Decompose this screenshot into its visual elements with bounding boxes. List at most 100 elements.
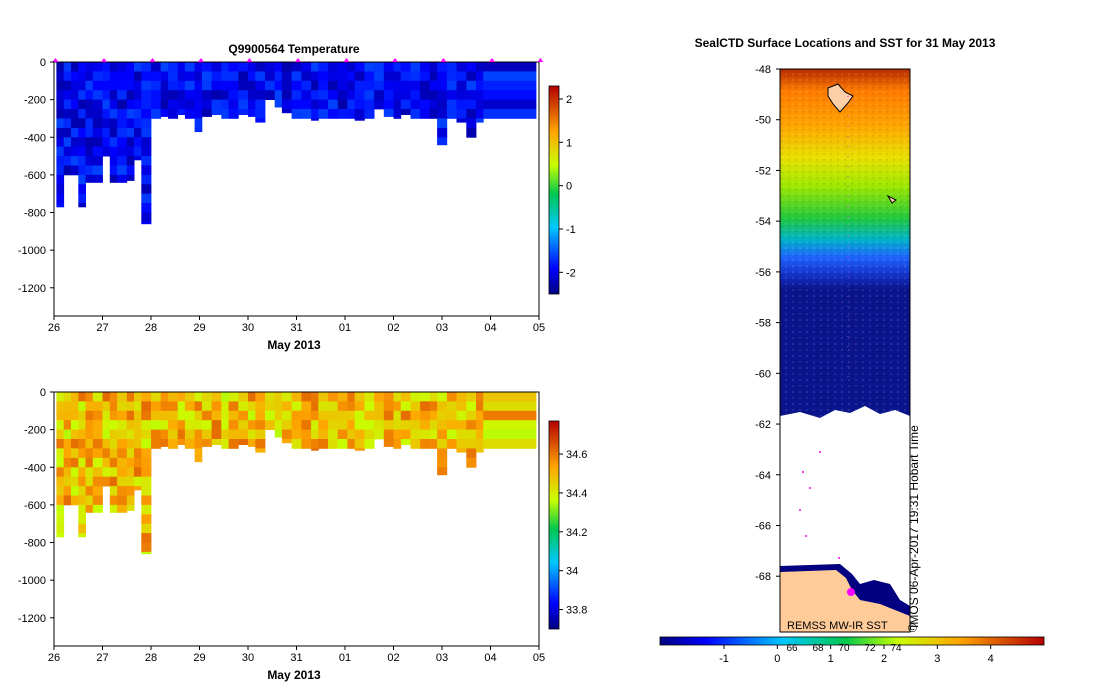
heatmap-cell xyxy=(56,401,65,412)
heatmap-cell xyxy=(194,410,203,421)
heatmap-cell xyxy=(117,99,128,110)
heatmap-cell xyxy=(420,392,431,402)
x-tick-label: 27 xyxy=(96,652,108,664)
heatmap-cell xyxy=(301,410,312,421)
heatmap-cell xyxy=(281,80,292,91)
x-tick-label: 05 xyxy=(533,322,545,334)
heatmap-cell xyxy=(393,429,402,440)
colorbar-tick-label: -2 xyxy=(566,267,576,279)
heatmap-cell xyxy=(255,429,266,440)
heatmap-cell xyxy=(364,392,375,402)
heatmap-cell xyxy=(160,109,169,117)
heatmap-cell xyxy=(383,410,394,421)
heatmap-cell xyxy=(255,99,266,110)
heatmap-cell xyxy=(347,429,356,440)
heatmap-cell xyxy=(85,476,94,487)
heatmap-cell xyxy=(141,156,152,166)
heatmap-cell xyxy=(151,80,162,91)
heatmap-cell xyxy=(446,392,457,402)
heatmap-cell xyxy=(117,486,128,496)
heatmap-cell xyxy=(117,410,128,421)
heatmap-cell xyxy=(71,420,79,430)
heatmap-cell xyxy=(437,118,448,129)
heatmap-cell xyxy=(78,203,86,208)
heatmap-cell xyxy=(109,495,118,506)
heatmap-cell xyxy=(201,99,212,110)
heatmap-cell xyxy=(56,523,65,534)
heatmap-cell xyxy=(117,448,128,459)
heatmap-cell xyxy=(92,165,103,176)
heatmap-cell xyxy=(301,99,312,110)
heatmap-cell xyxy=(437,439,448,449)
heatmap-cell xyxy=(78,80,86,91)
heatmap-cell xyxy=(71,118,79,129)
colorbar-tick-label: 33.8 xyxy=(566,605,587,617)
heatmap-cell xyxy=(429,62,438,72)
heatmap-cell xyxy=(393,410,402,421)
heatmap-cell xyxy=(301,62,312,72)
heatmap-cell xyxy=(78,420,86,430)
heatmap-cell xyxy=(184,392,195,402)
heatmap-cell xyxy=(354,448,365,451)
antarctica-land xyxy=(780,570,910,632)
heatmap-cell xyxy=(281,71,292,82)
heatmap-cell xyxy=(437,448,448,459)
heatmap-cell xyxy=(134,486,142,491)
heatmap-cell xyxy=(109,99,118,110)
heatmap-cell xyxy=(291,62,302,72)
heatmap-cell xyxy=(255,420,266,430)
heatmap-cell xyxy=(420,99,431,110)
heatmap-cell xyxy=(201,401,212,412)
heatmap-cell xyxy=(311,109,319,119)
profile-marker xyxy=(391,58,398,62)
heatmap-cell xyxy=(71,439,79,449)
x-tick-label: 02 xyxy=(387,652,399,664)
heatmap-cell xyxy=(71,476,79,487)
sst-colorbar-tick-label: 2 xyxy=(881,653,887,665)
heatmap-cell xyxy=(109,174,118,183)
sst-colorbar xyxy=(659,636,1045,646)
heatmap-cell xyxy=(92,467,103,478)
heatmap-cell xyxy=(102,420,111,430)
heatmap-cell xyxy=(446,420,457,430)
heatmap-cell xyxy=(437,429,448,440)
heatmap-cell xyxy=(201,109,212,117)
heatmap-cell xyxy=(221,401,229,412)
heatmap-cell xyxy=(141,486,152,496)
heatmap-cell xyxy=(117,118,128,129)
sst-colorbar-secondary-label: 72 xyxy=(864,643,876,654)
heatmap-cell xyxy=(177,71,186,82)
heatmap-cell xyxy=(281,429,292,440)
heatmap-cell xyxy=(255,410,266,421)
heatmap-cell xyxy=(248,71,256,82)
heatmap-cell xyxy=(337,439,348,449)
heatmap-cell xyxy=(374,71,385,82)
heatmap-cell xyxy=(437,62,448,72)
heatmap-cell xyxy=(134,118,142,129)
heatmap-cell xyxy=(476,109,484,119)
watermark: IMOS 06-Apr-2017 19:31 Hobart Time xyxy=(907,425,921,628)
heatmap-cell xyxy=(78,118,86,129)
heatmap-cell xyxy=(168,429,179,440)
heatmap-cell xyxy=(177,109,186,115)
heatmap-cell xyxy=(228,62,239,72)
x-tick-label: 27 xyxy=(96,322,108,334)
heatmap-cell xyxy=(92,71,103,82)
heatmap-cell xyxy=(141,165,152,176)
heatmap-cell xyxy=(109,156,118,166)
heatmap-cell xyxy=(476,392,484,402)
heatmap-cell xyxy=(109,137,118,148)
heatmap-cell xyxy=(126,109,135,119)
heatmap-cell xyxy=(63,448,72,459)
heatmap-cell xyxy=(476,429,484,440)
y-tick-label: -1000 xyxy=(18,575,46,587)
heatmap-cell xyxy=(228,439,239,449)
temperature-heatmap xyxy=(56,62,537,225)
heatmap-cell xyxy=(78,533,86,538)
heatmap-cell xyxy=(63,109,72,119)
heatmap-cell xyxy=(109,62,118,72)
heatmap-cell xyxy=(184,401,195,412)
profile-marker xyxy=(343,58,350,62)
heatmap-cell xyxy=(347,401,356,412)
heatmap-cell xyxy=(476,71,484,82)
